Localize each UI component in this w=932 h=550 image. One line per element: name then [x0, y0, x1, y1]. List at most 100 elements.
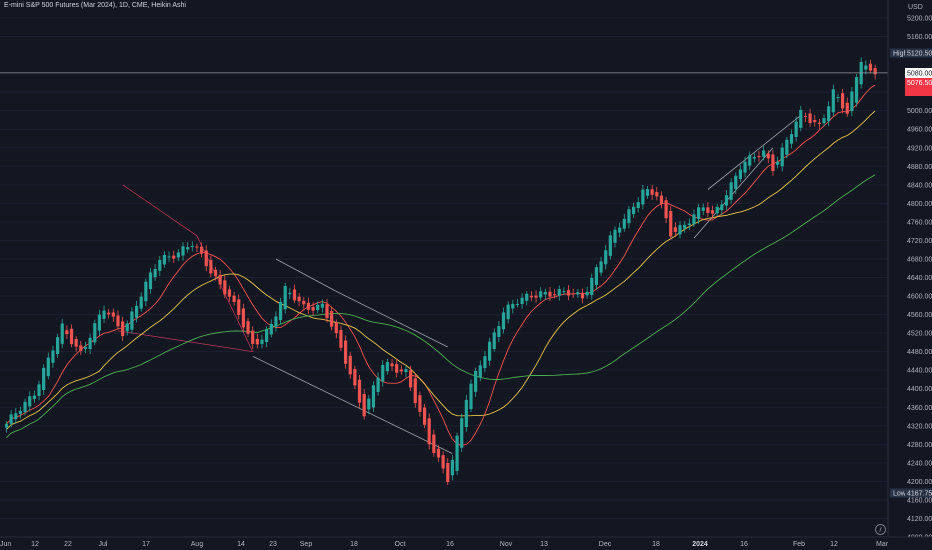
currency-label: USD: [908, 4, 923, 11]
time-tick-label: Jul: [99, 541, 108, 548]
candle: [223, 275, 227, 298]
high-label: High: [893, 51, 908, 58]
candle-body: [376, 377, 380, 392]
candle-body: [664, 200, 668, 219]
candle: [172, 250, 176, 264]
candle-body: [176, 252, 180, 258]
candle-body: [385, 361, 389, 372]
candle-body: [850, 91, 854, 112]
candle-body: [427, 418, 431, 445]
candle: [845, 97, 849, 117]
candle: [116, 310, 120, 330]
candle: [134, 300, 139, 323]
time-tick-label: 13: [540, 541, 548, 548]
candle-body: [102, 310, 106, 319]
candle: [757, 151, 761, 162]
candle: [636, 197, 640, 213]
candle: [850, 87, 854, 117]
candle: [673, 222, 677, 237]
candle-body: [199, 246, 204, 254]
candle-body: [827, 106, 831, 122]
candle: [278, 297, 283, 325]
trendlines: [117, 114, 802, 454]
candle: [28, 391, 32, 412]
candle-body: [418, 395, 422, 412]
candle-body: [673, 227, 677, 232]
candle-body: [506, 304, 510, 320]
price-tick-label: 4560.00: [907, 312, 932, 319]
candle-body: [799, 109, 803, 128]
candle: [641, 184, 645, 210]
candle: [450, 455, 455, 481]
candle: [827, 101, 831, 127]
trendline: [693, 147, 774, 239]
candle-body: [841, 93, 845, 109]
candle: [752, 153, 756, 163]
candle-body: [432, 434, 436, 453]
candle: [427, 413, 431, 450]
candle-body: [69, 328, 74, 345]
candle: [566, 285, 571, 301]
price-tick-label: 4440.00: [907, 368, 932, 375]
candle: [306, 297, 311, 314]
candle: [413, 373, 417, 408]
candle: [873, 64, 877, 80]
candle: [543, 288, 547, 300]
candle-body: [748, 155, 752, 166]
candle: [162, 251, 167, 268]
candle-body: [854, 77, 859, 103]
candle-body: [566, 290, 571, 296]
candle: [237, 294, 241, 320]
candle-body: [255, 338, 259, 345]
candle-body: [409, 370, 413, 388]
high-value-tag: [905, 48, 932, 58]
candle: [831, 84, 835, 117]
candle-body: [190, 245, 194, 247]
trendline: [252, 355, 453, 454]
candle: [724, 190, 729, 210]
candle-body: [292, 289, 297, 301]
candle: [683, 221, 687, 233]
candle-body: [645, 189, 650, 196]
candle: [376, 372, 380, 396]
candle-body: [436, 448, 441, 458]
candle-body: [186, 247, 190, 250]
candle: [813, 115, 817, 127]
low-label-tag: [890, 488, 905, 498]
candle: [497, 321, 501, 342]
candle-body: [395, 364, 399, 373]
candle-body: [88, 337, 92, 350]
price-tick-label: 4720.00: [907, 238, 932, 245]
time-tick-label: Feb: [793, 541, 805, 548]
candle: [789, 129, 794, 149]
time-tick-label: 18: [652, 541, 660, 548]
price-tick-label: 4480.00: [907, 349, 932, 356]
candle: [390, 359, 394, 371]
candle: [348, 351, 352, 379]
candle-body: [93, 323, 97, 343]
candle-body: [65, 330, 69, 335]
candle-body: [864, 65, 868, 70]
candle-body: [288, 292, 292, 295]
candle-body: [213, 269, 218, 277]
candle-body: [650, 189, 654, 195]
candle: [297, 292, 301, 307]
time-tick-label: Oct: [395, 541, 406, 548]
candle: [42, 364, 46, 395]
candle: [608, 231, 612, 260]
candle: [483, 351, 487, 373]
candle-body: [608, 235, 612, 256]
candle-body: [655, 191, 659, 197]
candle-body: [144, 281, 148, 302]
candle: [241, 303, 245, 333]
candle: [631, 202, 636, 218]
candle: [492, 328, 496, 352]
candle-body: [845, 102, 849, 114]
candle-body: [478, 365, 482, 378]
candle-body: [251, 330, 255, 344]
candle: [65, 325, 69, 339]
candle: [69, 324, 74, 348]
candle: [868, 59, 873, 74]
price-tick-label: 4360.00: [907, 405, 932, 412]
